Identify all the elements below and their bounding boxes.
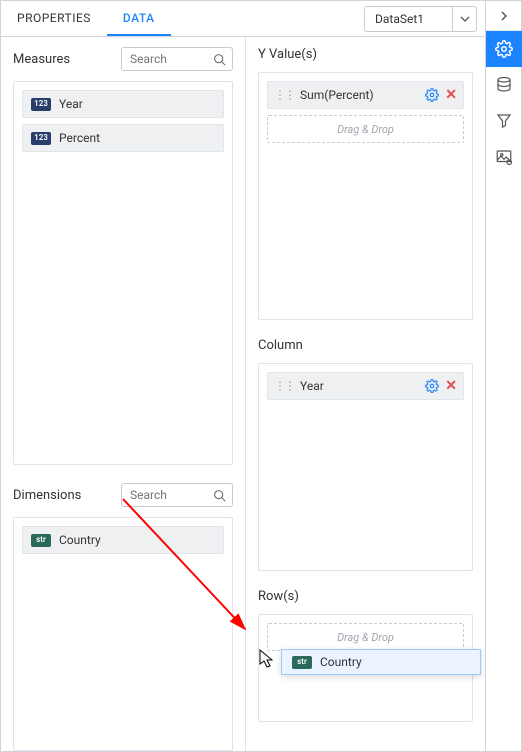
column-panel[interactable]: ⋮⋮ Year ✕ [258, 363, 473, 571]
search-icon [213, 489, 226, 502]
rows-panel[interactable]: Drag & Drop [258, 614, 473, 722]
field-item[interactable]: 123 Percent [22, 124, 224, 152]
chip-label: Sum(Percent) [300, 88, 425, 102]
rows-title: Row(s) [258, 589, 473, 604]
filter-tab-button[interactable] [486, 103, 522, 139]
drag-handle-icon[interactable]: ⋮⋮ [274, 88, 294, 102]
field-item-label: Country [59, 533, 101, 547]
dimensions-search[interactable] [121, 483, 233, 507]
dropzone[interactable]: Drag & Drop [267, 623, 464, 651]
settings-tab-button[interactable] [486, 31, 522, 67]
field-item[interactable]: 123 Year [22, 90, 224, 118]
measures-title: Measures [13, 52, 121, 67]
yvalues-title: Y Value(s) [258, 47, 473, 62]
numeric-badge-icon: 123 [31, 132, 51, 145]
image-tab-button[interactable] [486, 139, 522, 175]
expand-panel-button[interactable] [486, 1, 521, 31]
chip[interactable]: ⋮⋮ Sum(Percent) ✕ [267, 81, 464, 109]
numeric-badge-icon: 123 [31, 98, 51, 111]
tab-properties[interactable]: PROPERTIES [1, 1, 107, 36]
search-icon [213, 53, 226, 66]
dataset-select-value: DataSet1 [365, 12, 452, 26]
chevron-down-icon [452, 7, 476, 31]
left-column: Measures 123 Year [1, 37, 246, 751]
topbar: PROPERTIES DATA DataSet1 [1, 1, 485, 37]
right-column: Y Value(s) ⋮⋮ Sum(Percent) ✕ Drag & Drop [246, 37, 485, 751]
yvalues-panel[interactable]: ⋮⋮ Sum(Percent) ✕ Drag & Drop [258, 72, 473, 320]
field-item-label: Year [59, 97, 83, 111]
gear-icon[interactable] [425, 379, 439, 393]
column-title: Column [258, 338, 473, 353]
close-icon[interactable]: ✕ [445, 87, 457, 103]
field-item[interactable]: str Country [22, 526, 224, 554]
dataset-select[interactable]: DataSet1 [364, 6, 477, 32]
data-tab-button[interactable] [486, 67, 522, 103]
measures-search-input[interactable] [130, 52, 213, 66]
dimensions-title: Dimensions [13, 488, 121, 503]
close-icon[interactable]: ✕ [445, 378, 457, 394]
field-item-label: Percent [59, 131, 100, 145]
measures-panel: 123 Year 123 Percent [13, 81, 233, 465]
dimensions-panel: str Country [13, 517, 233, 751]
chip[interactable]: ⋮⋮ Year ✕ [267, 372, 464, 400]
measures-search[interactable] [121, 47, 233, 71]
drag-handle-icon[interactable]: ⋮⋮ [274, 379, 294, 393]
tabs: PROPERTIES DATA [1, 1, 171, 36]
dropzone[interactable]: Drag & Drop [267, 115, 464, 143]
rightbar [485, 1, 521, 751]
string-badge-icon: str [31, 534, 51, 547]
chip-label: Year [300, 379, 425, 393]
tab-data[interactable]: DATA [107, 1, 171, 36]
dimensions-search-input[interactable] [130, 488, 213, 502]
gear-icon[interactable] [425, 88, 439, 102]
